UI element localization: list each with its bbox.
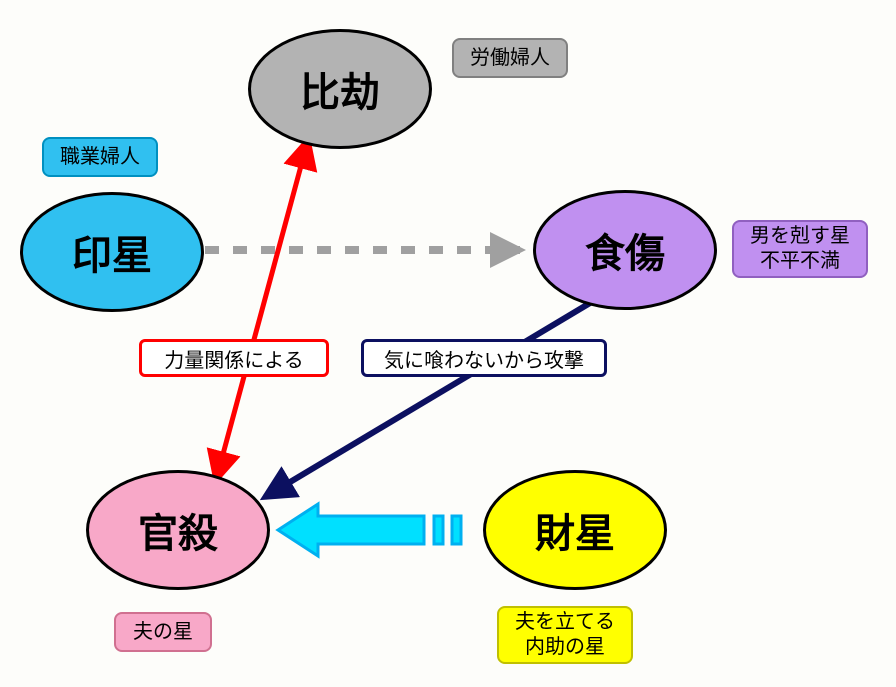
- badge-zaisei: 夫を立てる 内助の星: [497, 606, 633, 664]
- edge-red-label: 力量関係による: [139, 339, 329, 377]
- edge-navy-label-text: 気に喰わないから攻撃: [384, 344, 584, 373]
- node-hikou: 比劫: [248, 29, 432, 149]
- edge-red-double: [216, 140, 308, 480]
- edge-navy-label: 気に喰わないから攻撃: [361, 339, 607, 377]
- node-zaisei: 財星: [483, 470, 667, 590]
- badge-insei-text: 職業婦人: [60, 145, 140, 170]
- badge-zaisei-text: 夫を立てる 内助の星: [515, 610, 615, 660]
- badge-hikou: 労働婦人: [452, 38, 568, 78]
- edge-cyan-block: [278, 504, 461, 556]
- badge-shokushou: 男を剋す星 不平不満: [732, 220, 868, 278]
- badge-shokushou-text: 男を剋す星 不平不満: [750, 224, 850, 274]
- badge-hikou-text: 労働婦人: [470, 46, 550, 71]
- node-shokushou: 食傷: [533, 190, 717, 310]
- node-insei: 印星: [20, 192, 204, 312]
- node-kansatsu: 官殺: [86, 470, 270, 590]
- node-zaisei-label: 財星: [535, 501, 615, 559]
- node-kansatsu-label: 官殺: [138, 501, 218, 559]
- diagram-stage: 比劫 印星 食傷 官殺 財星 労働婦人 職業婦人 男を剋す星 不平不満 夫の星 …: [0, 0, 896, 687]
- edge-red-label-text: 力量関係による: [164, 344, 303, 373]
- edge-navy: [265, 303, 590, 497]
- node-shokushou-label: 食傷: [585, 221, 665, 279]
- node-hikou-label: 比劫: [300, 60, 380, 118]
- badge-insei: 職業婦人: [42, 137, 158, 177]
- badge-kansatsu: 夫の星: [114, 612, 212, 652]
- badge-kansatsu-text: 夫の星: [133, 620, 193, 645]
- node-insei-label: 印星: [72, 223, 152, 281]
